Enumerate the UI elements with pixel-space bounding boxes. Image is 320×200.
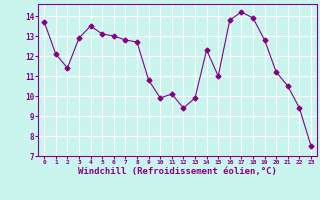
X-axis label: Windchill (Refroidissement éolien,°C): Windchill (Refroidissement éolien,°C)	[78, 167, 277, 176]
